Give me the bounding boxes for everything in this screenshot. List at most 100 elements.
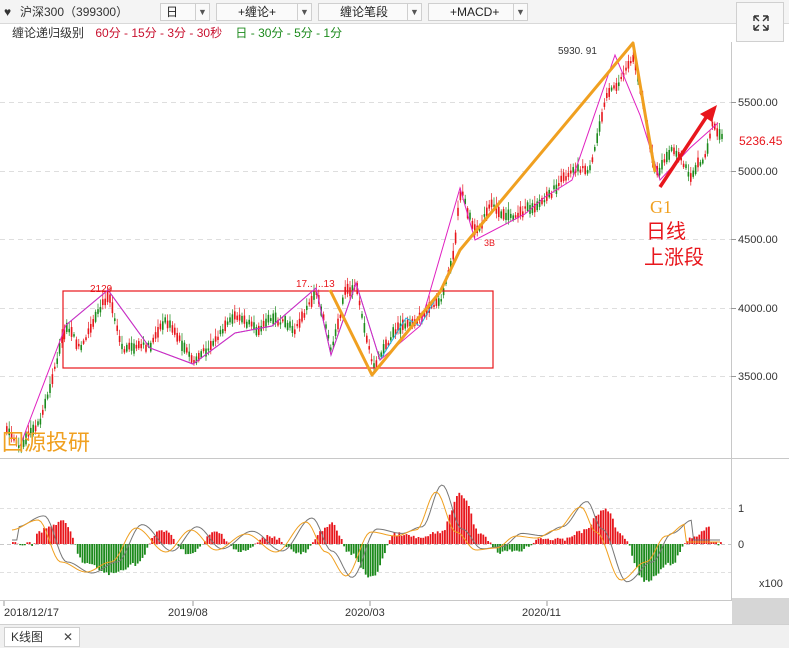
candle-body	[178, 335, 181, 341]
macd-bar	[132, 544, 134, 563]
macd-bar	[266, 535, 269, 544]
macd-bar	[475, 528, 477, 544]
macd-bar	[319, 531, 321, 544]
macd-bar	[446, 521, 449, 544]
macd-bar	[67, 527, 69, 544]
candle-body	[20, 445, 22, 452]
candle-body	[44, 398, 46, 409]
macd-bar	[537, 538, 540, 544]
macd-bar	[352, 544, 355, 554]
macd-bar	[127, 544, 129, 568]
candle-body	[721, 133, 723, 140]
macd-bar	[328, 524, 331, 544]
macd-bar	[626, 541, 629, 544]
period-select[interactable]: 日 ▼	[160, 3, 210, 21]
chan-plus-select[interactable]: +缠论+ ▼	[216, 3, 312, 21]
macd-bar	[667, 544, 669, 563]
macd-bar	[686, 541, 689, 544]
macd-bar	[208, 534, 211, 544]
chan-plus-label: +缠论+	[238, 5, 277, 19]
macd-bar	[367, 544, 369, 578]
candle-body	[399, 323, 402, 334]
macd-plus-label: +MACD+	[450, 5, 500, 19]
candle-body	[351, 285, 354, 296]
candle-body	[663, 159, 666, 163]
candle-body	[267, 314, 270, 323]
macd-bar	[103, 544, 105, 573]
macd-bar	[489, 542, 492, 544]
macd-plus-select[interactable]: +MACD+ ▼	[428, 3, 528, 21]
macd-bar	[396, 535, 398, 544]
macd-bar	[48, 526, 50, 544]
candle-body	[255, 327, 258, 336]
macd-bar	[616, 531, 619, 544]
candle-body	[66, 322, 68, 332]
favorite-heart-icon[interactable]: ♥	[4, 5, 12, 19]
candle-body	[519, 206, 522, 217]
candle-body	[680, 157, 682, 161]
candle-body	[366, 335, 368, 343]
chan-level-green: 日 - 30分 - 5分 - 1分	[235, 26, 343, 40]
candle-body	[169, 320, 171, 328]
candle-body	[78, 343, 80, 347]
candle-body	[171, 325, 174, 333]
candle-body	[435, 297, 438, 306]
fullscreen-button[interactable]	[736, 2, 784, 42]
macd-bar	[484, 536, 487, 544]
macd-bar	[621, 535, 624, 544]
macd-bar	[710, 542, 713, 544]
macd-bar	[252, 544, 254, 547]
macd-bar	[429, 534, 432, 544]
macd-bar	[110, 544, 113, 573]
macd-bar	[256, 542, 259, 544]
candle-body	[567, 172, 570, 177]
macd-bar	[172, 538, 175, 544]
macd-bar	[561, 538, 564, 544]
macd-bar	[592, 518, 595, 544]
symbol-label[interactable]: 沪深300（399300）	[20, 5, 129, 19]
macd-bar	[614, 527, 617, 544]
candle-body	[522, 211, 524, 218]
candle-body	[253, 322, 255, 330]
candle-body	[210, 341, 212, 350]
macd-bar	[468, 506, 470, 544]
candle-body	[51, 374, 54, 384]
candle-body	[126, 344, 128, 352]
candle-body	[514, 215, 517, 218]
macd-bar	[386, 544, 389, 546]
chan-stroke-select[interactable]: 缠论笔段 ▼	[318, 3, 422, 21]
candle-body	[301, 311, 303, 322]
candle-body	[250, 321, 253, 327]
candle-body	[73, 334, 75, 337]
candle-body	[46, 394, 49, 399]
candle-body	[32, 424, 34, 435]
macd-bar	[580, 533, 583, 544]
close-icon[interactable]: ✕	[62, 630, 73, 644]
macd-bar	[532, 542, 535, 544]
candle-body	[207, 348, 210, 351]
macd-bar	[168, 532, 170, 544]
macd-bar	[715, 542, 717, 544]
macd-bar	[700, 531, 703, 544]
candle-body	[214, 336, 217, 342]
macd-bar	[705, 527, 708, 544]
candle-body	[382, 344, 385, 355]
macd-bar	[45, 528, 48, 544]
candle-body	[330, 347, 332, 351]
candle-body	[339, 314, 342, 319]
tab-kline[interactable]: K线图 ✕	[4, 627, 80, 647]
macd-bar	[609, 513, 612, 544]
candle-body	[277, 319, 279, 326]
candle-body	[380, 352, 382, 357]
kline-chart[interactable]: 5500.00 5000.00 4500.00 4000.00 3500.00 5236…	[0, 0, 789, 624]
candle-body	[224, 320, 226, 332]
macd-bar	[412, 535, 415, 544]
candle-body	[459, 191, 462, 201]
macd-bar	[398, 532, 401, 544]
candle-body	[205, 348, 207, 357]
candle-body	[243, 315, 246, 324]
candle-body	[498, 207, 500, 218]
candle-body	[238, 314, 241, 321]
macd-bar	[326, 526, 329, 544]
macd-bar	[96, 544, 98, 569]
